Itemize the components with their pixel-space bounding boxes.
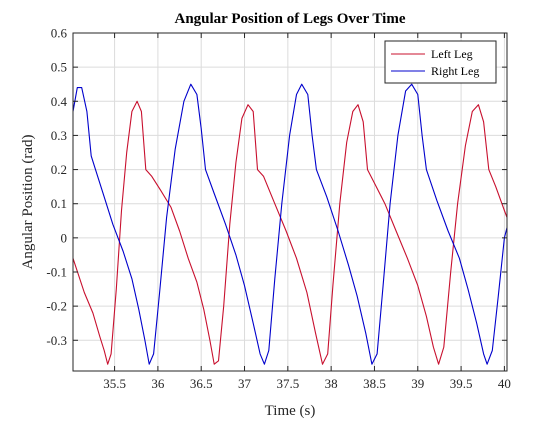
y-tick-label: 0.1 (51, 196, 67, 211)
legend-entry: Left Leg (431, 47, 473, 61)
series-lines (72, 83, 508, 365)
x-tick-label: 36.5 (190, 376, 213, 391)
x-tick-label: 38.5 (363, 376, 386, 391)
y-tick-label: -0.3 (46, 333, 67, 348)
x-tick-label: 37.5 (276, 376, 299, 391)
series-line-left-leg (72, 100, 508, 365)
x-tick-label: 40 (498, 376, 511, 391)
y-axis-label: Angular Position (rad) (20, 135, 36, 270)
y-tick-label: 0 (61, 230, 68, 245)
y-tick-label: 0.4 (51, 94, 68, 109)
axis-ticks: 35.5 36 36.5 37 37.5 38 38.5 39 39.5 40 -0.3 -0.2 -0… (46, 26, 510, 392)
x-axis-label: Time (s) (265, 403, 316, 419)
x-tick-label: 38 (325, 376, 338, 391)
y-tick-label: 0.3 (51, 128, 67, 143)
series-line-right-leg (72, 83, 508, 365)
x-tick-label: 39 (411, 376, 424, 391)
y-tick-label: 0.2 (51, 162, 67, 177)
y-tick-label: 0.6 (51, 26, 68, 41)
x-tick-label: 35.5 (103, 376, 126, 391)
legend-box (384, 40, 497, 84)
x-tick-label: 36 (151, 376, 165, 391)
y-tick-label: -0.1 (46, 264, 67, 279)
y-tick-label: 0.5 (51, 60, 67, 75)
chart-title: Angular Position of Legs Over Time (175, 11, 406, 27)
legend-entry: Right Leg (431, 64, 479, 78)
y-tick-label: -0.2 (46, 299, 67, 314)
plot-frame (72, 32, 508, 372)
x-tick-label: 39.5 (450, 376, 473, 391)
legend: Left Leg Right Leg (384, 40, 497, 84)
grid (73, 32, 507, 371)
x-tick-label: 37 (238, 376, 252, 391)
